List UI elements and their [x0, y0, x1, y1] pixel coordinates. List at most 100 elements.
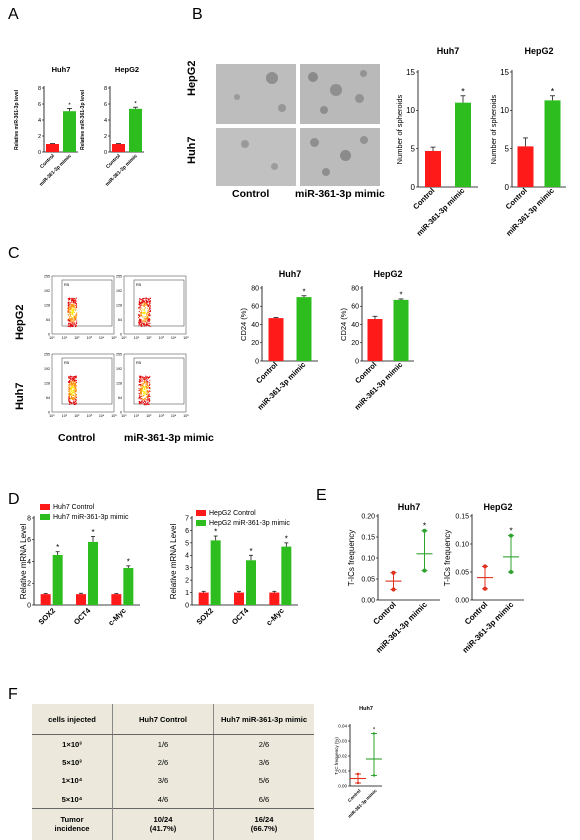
- flow-x-tick: 10⁰: [49, 414, 55, 418]
- chart-title: Huh7: [52, 65, 71, 74]
- y-tick-label: 0.00: [455, 597, 469, 604]
- y-axis-label: T-IC frequency (%): [334, 737, 339, 775]
- flow-x-tick: 10⁴: [171, 414, 177, 418]
- y-tick-label: 2: [104, 134, 107, 140]
- bar-control: [269, 592, 280, 605]
- bar-control: [367, 319, 383, 361]
- y-tick-label: 2: [38, 134, 41, 140]
- flow-y-tick: 255: [44, 353, 50, 357]
- flow-x-tick: 10³: [159, 336, 165, 340]
- legend-swatch: [196, 520, 206, 526]
- data-point: [372, 732, 376, 735]
- flow-plot-frame: [51, 275, 115, 335]
- bar-mimic: [88, 541, 98, 605]
- table-header-mimic: Huh7 miR-361-3p mimic: [213, 704, 314, 735]
- panel-letter-f: F: [8, 686, 18, 703]
- flow-y-tick: 128: [116, 382, 122, 386]
- bar-mimic: [129, 108, 142, 152]
- tumor-incidence-table: cells injected Huh7 Control Huh7 miR-361…: [32, 704, 314, 840]
- y-tick-label: 4: [185, 553, 189, 560]
- x-tick-label: SOX2: [195, 606, 216, 627]
- y-tick-label: 0: [27, 602, 31, 609]
- flow-x-tick: 10⁰: [49, 336, 55, 340]
- bar-mimic: [296, 297, 312, 361]
- y-tick-label: 0.10: [361, 555, 375, 562]
- flow-x-tick: 10³: [87, 336, 93, 340]
- chart-title: HepG2: [524, 46, 553, 56]
- y-tick-label: 6: [185, 528, 189, 535]
- y-tick-label: 0: [355, 358, 359, 365]
- flow-x-tick: 10⁵: [111, 336, 117, 340]
- table-cell-cells: 5×10³: [32, 753, 113, 772]
- flow-y-tick: 192: [116, 289, 122, 293]
- significance-star: *: [302, 287, 305, 296]
- chart-b-2: [416, 70, 478, 188]
- table-footer-label: Tumor incidence: [32, 808, 113, 840]
- y-tick-label: 20: [251, 340, 259, 347]
- flow-x-tick: 10¹: [134, 336, 140, 340]
- significance-star: *: [461, 86, 465, 96]
- table-cell-mimic: 2/6: [258, 739, 270, 749]
- bar-mimic: [393, 299, 409, 361]
- flow-x-tick: 10⁰: [121, 414, 127, 418]
- y-tick-label: 20: [351, 340, 359, 347]
- table-cell-cells: 1×10³: [32, 734, 113, 753]
- y-tick-label: 4: [38, 118, 41, 124]
- gate-label: R5: [64, 282, 70, 287]
- table-row: 5×10³ 2/6 3/6: [32, 753, 314, 772]
- bar-control: [46, 144, 59, 152]
- y-tick-label: 40: [251, 322, 259, 329]
- bar-mimic: [52, 554, 63, 605]
- chart-c-4: [260, 286, 318, 362]
- flow-y-tick: 255: [116, 353, 122, 357]
- y-tick-label: 80: [251, 285, 259, 292]
- x-tick-label: Control: [347, 788, 362, 803]
- flow-x-tick: 10²: [74, 414, 80, 418]
- significance-star: *: [423, 521, 427, 531]
- flow-x-tick: 10¹: [62, 414, 68, 418]
- table-row: 1×10⁴ 3/6 5/6: [32, 771, 314, 790]
- data-point: [422, 528, 427, 533]
- chart-b-3: [510, 70, 566, 188]
- significance-star: *: [91, 528, 94, 537]
- y-tick-label: 2: [185, 578, 189, 585]
- x-tick-label: miR-361-3p mimic: [256, 360, 308, 412]
- table-footer-control: 10/24 (41.7%): [112, 808, 214, 840]
- flow-y-tick: 128: [116, 304, 122, 308]
- significance-star: *: [56, 543, 59, 552]
- table-cell-cells: 1×10⁴: [32, 771, 113, 790]
- flow-y-tick: 0: [120, 333, 122, 337]
- bar-control: [112, 144, 125, 152]
- flow-x-tick: 10³: [87, 414, 93, 418]
- gate-r5: [61, 357, 113, 405]
- legend-swatch: [40, 514, 50, 520]
- y-tick-label: 6: [38, 102, 41, 108]
- data-point: [509, 570, 513, 574]
- bar-control: [425, 150, 441, 187]
- chart-d-6: [32, 504, 140, 606]
- y-tick-label: 0.05: [361, 576, 375, 583]
- table-footer-mimic: 16/24 (66.7%): [213, 808, 314, 840]
- sphere-image-huh7-mimic: [300, 128, 380, 186]
- flow-y-tick: 64: [118, 318, 122, 322]
- table-cell-control: 1/6: [112, 734, 214, 753]
- y-tick-label: 4: [27, 559, 31, 566]
- chart-e-9: [470, 514, 524, 601]
- bar-control: [268, 318, 284, 361]
- x-tick-label: miR-361-3p mimic: [461, 600, 516, 655]
- sphere-image-huh7-control: [216, 128, 296, 186]
- flow-y-tick: 255: [116, 275, 122, 279]
- significance-star: *: [551, 86, 555, 96]
- bar-control: [234, 592, 244, 605]
- y-tick-label: 0.20: [361, 513, 375, 520]
- flow-y-tick: 0: [48, 411, 50, 415]
- table-cell-control: 3/6: [112, 771, 214, 790]
- bar-mimic: [63, 111, 76, 152]
- flow-x-tick: 10²: [146, 414, 152, 418]
- panel-letter-e: E: [316, 487, 327, 504]
- chart-title: Huh7: [437, 46, 460, 56]
- flow-plot-frame: [123, 275, 187, 335]
- y-tick-label: 0.10: [455, 541, 469, 548]
